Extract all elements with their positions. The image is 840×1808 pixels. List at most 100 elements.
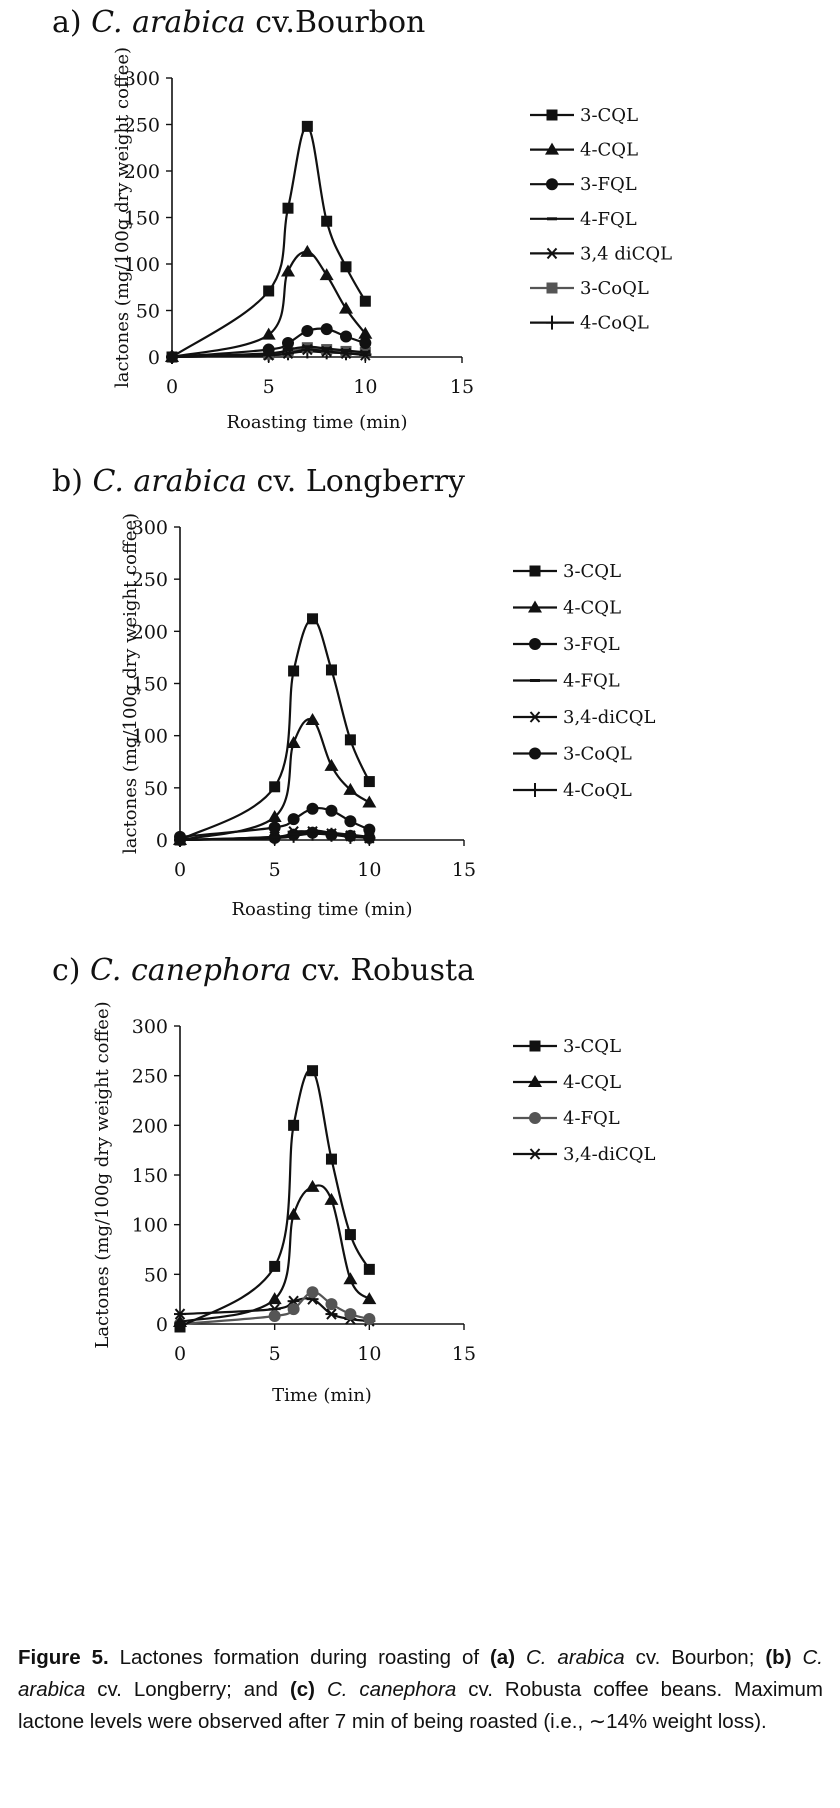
panel-b-series-3-fql-2-point-4 xyxy=(325,804,338,817)
panel-b-series-4-fql-3-point-3 xyxy=(307,829,318,833)
panel-b-legend-entry-3-cql-0-label: 3-CQL xyxy=(563,561,621,582)
panel-a-series-4-fql-3-point-4 xyxy=(321,347,332,351)
panel-c-legend: 3-CQL 4-CQL 4-FQL 3,4-diCQL xyxy=(513,1036,656,1165)
panel-a-legend-entry-3-fql-2-label: 3-FQL xyxy=(580,174,637,195)
panel-c-series-4-cql-1 xyxy=(173,1179,377,1328)
panel-a-legend-entry-3-coql-5-swatch-marker xyxy=(546,282,558,294)
panel-c-title-genus: C. canephora xyxy=(90,953,292,988)
panel-a-series-3-cql-0-line xyxy=(171,125,367,358)
panel-b: b) C. arabica cv. Longberry0501001502002… xyxy=(52,464,656,920)
panel-b-title: b) C. arabica cv. Longberry xyxy=(52,464,465,499)
panel-b-legend-entry-4-cql-1-swatch-marker xyxy=(528,600,542,613)
panel-c-series-4-cql-1-point-1 xyxy=(267,1292,282,1305)
panel-a-legend-entry-3-cql-0-label: 3-CQL xyxy=(580,105,638,126)
panel-b-series-3-cql-0-line xyxy=(179,617,371,841)
panel-b-series-3-cql-0-point-2 xyxy=(288,665,300,677)
panel-a-series-3-fql-2-point-3 xyxy=(301,324,314,337)
panel-a-ytick-label: 50 xyxy=(136,301,160,323)
panel-c-ylabel: Lactones (mg/100g dry weight coffee) xyxy=(92,1001,113,1348)
panel-b-title-label: b) xyxy=(52,464,92,499)
panel-a-legend: 3-CQL 4-CQL 3-FQL 4-FQL 3,4 diCQL 3-CoQL 4-CoQ… xyxy=(530,105,672,334)
caption-c-cv: cv. Robusta coffee beans. Maximum lacton… xyxy=(18,1678,823,1733)
panel-b-xlabel: Roasting time (min) xyxy=(231,899,412,920)
panel-a-legend-entry-3-4-dicql-4-swatch-marker xyxy=(546,247,558,260)
panel-c-xtick-label: 5 xyxy=(269,1343,281,1365)
panel-c-title-cultivar: cv. Robusta xyxy=(292,953,475,988)
panel-c-series-4-cql-1-point-6 xyxy=(362,1292,377,1305)
panel-c-legend-entry-3-cql-0-swatch-marker xyxy=(529,1040,541,1052)
panel-a-ytick-label: 300 xyxy=(124,68,160,90)
panel-c-series-3-cql-0 xyxy=(174,1065,375,1333)
panel-b-series-4-cql-1-point-2 xyxy=(286,735,301,748)
panel-b-ytick-label: 300 xyxy=(132,517,168,539)
panel-c-ytick-label: 0 xyxy=(156,1314,168,1336)
panel-b-legend: 3-CQL 4-CQL 3-FQL 4-FQL 3,4-diCQL 3-CoQL 4-CoQ… xyxy=(513,561,656,801)
panel-a-series-3-fql-2-point-5 xyxy=(340,330,352,343)
panel-b-ytick-label: 250 xyxy=(132,569,168,591)
panel-b-ytick-label: 200 xyxy=(132,621,168,643)
panel-c-series-4-fql-2-point-6 xyxy=(363,1313,376,1326)
panel-a-xlabel: Roasting time (min) xyxy=(226,412,407,433)
panel-a-title-label: a) xyxy=(52,5,91,40)
panel-c-ytick-label: 300 xyxy=(132,1016,168,1038)
panel-c-ytick-label: 250 xyxy=(132,1066,168,1088)
panel-b-legend-entry-3-cql-0: 3-CQL xyxy=(513,561,621,582)
panel-b-series-3-fql-2-point-1 xyxy=(268,821,281,834)
panel-c-legend-entry-4-fql-2: 4-FQL xyxy=(513,1108,620,1129)
panel-a-series-4-fql-3-point-3 xyxy=(302,345,313,349)
panel-c-xtick-label: 15 xyxy=(452,1343,476,1365)
panel-b-series-3-cql-0-point-6 xyxy=(363,776,375,788)
panel-c-legend-entry-4-cql-1: 4-CQL xyxy=(513,1072,621,1093)
panel-a-legend-entry-3-fql-2-swatch-marker xyxy=(546,178,558,191)
panel-a-series-3-fql-2-point-4 xyxy=(320,323,333,336)
panel-a-series-3-cql-0-point-3 xyxy=(301,120,313,132)
panel-a-ytick-label: 100 xyxy=(124,254,160,276)
panel-a-legend-entry-4-fql-3-label: 4-FQL xyxy=(580,209,637,230)
panel-b-series-4-cql-1-point-4 xyxy=(324,758,339,771)
panel-b-legend-entry-3-4-dicql-4: 3,4-diCQL xyxy=(513,707,656,728)
panel-a-series-3-cql-0-point-5 xyxy=(340,261,352,273)
caption-b-key: (b) xyxy=(765,1646,792,1669)
panel-a-legend-entry-4-fql-3: 4-FQL xyxy=(530,209,637,230)
panel-a-ytick-label: 150 xyxy=(124,208,160,230)
panel-b-legend-entry-4-fql-3: 4-FQL xyxy=(513,671,620,692)
panel-c-legend-entry-3-4-dicql-3: 3,4-diCQL xyxy=(513,1144,656,1165)
panel-a-legend-entry-4-fql-3-swatch-marker xyxy=(547,217,557,221)
panel-b-ytick-label: 100 xyxy=(132,726,168,748)
panel-a-series-3-cql-0-point-4 xyxy=(321,215,333,227)
panel-c-series-4-cql-1-point-4 xyxy=(324,1192,339,1205)
panel-b-legend-entry-3-coql-5: 3-CoQL xyxy=(513,744,632,765)
panel-c-series-3-cql-0-point-5 xyxy=(344,1229,356,1241)
panel-c-legend-entry-3-cql-0-label: 3-CQL xyxy=(563,1036,621,1057)
panel-a-ytick-label: 200 xyxy=(124,161,160,183)
panel-a-legend-entry-4-coql-6-swatch-marker xyxy=(546,315,558,330)
caption-a-cv: cv. Bourbon; xyxy=(635,1646,755,1669)
panel-b-series-4-cql-1-point-3 xyxy=(305,713,320,726)
panel-b-series-3-cql-0-point-1 xyxy=(269,781,281,793)
panel-c-legend-entry-3-4-dicql-3-swatch-marker xyxy=(529,1148,541,1160)
panel-c-series-3-cql-0-line xyxy=(179,1068,371,1328)
figure-canvas: a) C. arabica cv.Bourbon0501001502002503… xyxy=(52,5,672,1406)
panel-a-series-3-cql-0-point-6 xyxy=(359,295,371,307)
caption-b-genus: C. arabica xyxy=(18,1646,823,1701)
caption-c-key: (c) xyxy=(289,1678,316,1701)
panel-c-series-3-4-dicql-3-point-4 xyxy=(325,1308,338,1320)
panel-c-series-3-cql-0-point-2 xyxy=(288,1119,300,1131)
panel-b-legend-entry-3-coql-5-label: 3-CoQL xyxy=(563,744,632,765)
panel-a-series-4-fql-3-point-2 xyxy=(283,348,293,352)
panel-b-legend-entry-4-cql-1: 4-CQL xyxy=(513,598,621,619)
panel-b-legend-entry-3-coql-5-swatch-marker xyxy=(529,747,541,760)
panel-c-series-4-fql-2-point-3 xyxy=(306,1286,319,1299)
panel-b-xtick-label: 0 xyxy=(174,859,186,881)
panel-b-title-cultivar: cv. Longberry xyxy=(247,464,465,499)
panel-b-series-3-fql-2-point-2 xyxy=(287,813,300,826)
panel-c-series-3-4-dicql-3-point-0 xyxy=(174,1308,186,1320)
panel-a-legend-entry-4-cql-1-label: 4-CQL xyxy=(580,140,638,161)
caption-text: Lactones formation during roasting of xyxy=(119,1646,480,1669)
panel-a-series-4-fql-3-point-6 xyxy=(360,350,371,354)
panel-a-series-3-cql-0-point-2 xyxy=(282,202,294,214)
panel-b-legend-entry-3-fql-2-label: 3-FQL xyxy=(563,634,620,655)
panel-b-series-4-fql-3-point-5 xyxy=(345,833,356,837)
panel-c-series-4-cql-1-point-5 xyxy=(343,1272,358,1285)
panel-a-series-4-fql-3-point-5 xyxy=(341,348,351,352)
